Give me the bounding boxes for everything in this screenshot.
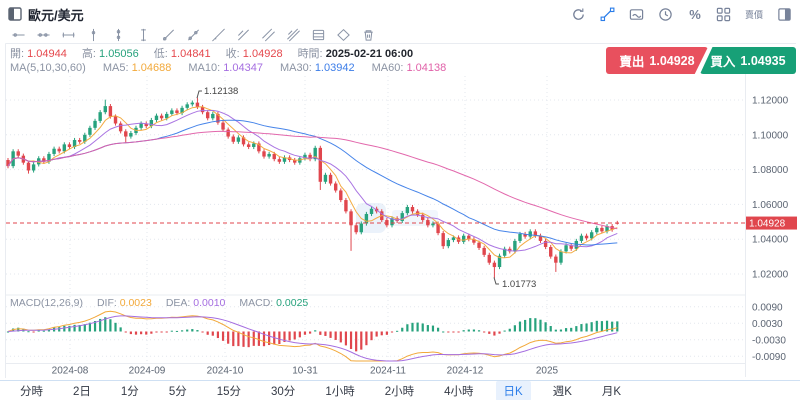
svg-text:1.06000: 1.06000: [752, 200, 789, 211]
eraser-tool-icon[interactable]: [335, 27, 351, 42]
svg-text:1.10000: 1.10000: [752, 130, 789, 141]
page-title: 歐元/美元: [28, 7, 84, 23]
ma-label: MA(5,10,30,60): [10, 62, 86, 74]
extended-line-tool-icon[interactable]: [210, 27, 226, 42]
period-tab-日K[interactable]: 日K: [495, 380, 531, 400]
percent-icon[interactable]: %: [689, 6, 701, 22]
period-tab-5分[interactable]: 5分: [168, 385, 187, 398]
svg-text:2024-11: 2024-11: [370, 366, 406, 377]
svg-text:1.02000: 1.02000: [752, 270, 789, 281]
svg-text:2024-10: 2024-10: [207, 366, 244, 377]
svg-text:2024-08: 2024-08: [52, 366, 89, 377]
svg-text:0.0090: 0.0090: [752, 302, 783, 313]
parallel-channel-tool-icon[interactable]: [285, 27, 301, 42]
ma-ma5: MA5: 1.04688: [102, 62, 172, 74]
period-tab-1小時[interactable]: 1小時: [325, 385, 355, 398]
period-tab-月K[interactable]: 月K: [601, 385, 622, 398]
instrument-icon: [8, 7, 22, 21]
ma-ma10: MA10: 1.04347: [188, 62, 263, 74]
vertical-ray-tool-icon[interactable]: [110, 27, 126, 42]
svg-text:10-31: 10-31: [292, 366, 318, 377]
price-channel-tool-icon[interactable]: [235, 27, 251, 42]
horizontal-segment-tool-icon[interactable]: [60, 27, 76, 42]
svg-text:1.12000: 1.12000: [752, 96, 789, 107]
macd-dea: DEA: 0.0010: [165, 297, 226, 309]
quote-time: 時間: 2025-02-21 06:00: [297, 48, 414, 60]
macd-label: MACD(12,26,9): [10, 297, 83, 309]
clock-icon[interactable]: [658, 6, 674, 22]
screenshot-icon[interactable]: [629, 6, 645, 22]
svg-text:-0.0030: -0.0030: [752, 335, 786, 346]
vertical-line-tool-icon[interactable]: [85, 27, 101, 42]
panel-split-icon[interactable]: [776, 6, 792, 22]
ma-values-bar: MA(5,10,30,60) MA5: 1.04688 MA10: 1.04347 M…: [10, 62, 446, 74]
period-tab-4小時[interactable]: 4小時: [444, 385, 474, 398]
macd-macd: MACD: 0.0025: [239, 297, 309, 309]
fibonacci-grid-tool-icon[interactable]: [310, 27, 326, 42]
svg-text:1.12138: 1.12138: [204, 86, 238, 97]
header-icon-group: % 賣價: [571, 6, 792, 22]
period-tab-bar: 分時 2日 1分 5分 15分 30分 1小時 2小時 4小時 日K 週K 月K: [0, 380, 800, 400]
macd-dif: DIF: 0.0023: [96, 297, 152, 309]
delete-all-tool-icon[interactable]: [360, 27, 376, 42]
svg-text:0.0030: 0.0030: [752, 319, 783, 330]
sell-button[interactable]: 賣出 1.04928: [606, 47, 708, 74]
sell-label: 賣出: [619, 55, 645, 69]
svg-text:1.01773: 1.01773: [502, 279, 536, 290]
horizontal-ray-tool-icon[interactable]: [35, 27, 51, 42]
ohlc-quote-bar: 開: 1.04944 高: 1.05056 低: 1.04841 收: 1.04928…: [10, 45, 413, 61]
buy-button[interactable]: 買入 1.04935: [700, 47, 796, 74]
ma-ma30: MA30: 1.03942: [279, 62, 355, 74]
quote-close: 收: 1.04928: [225, 48, 283, 60]
period-tab-分時[interactable]: 分時: [20, 385, 43, 398]
ray-line-tool-icon[interactable]: [185, 27, 201, 42]
quote-type-toggle[interactable]: 賣價: [744, 9, 763, 20]
svg-text:2025: 2025: [536, 366, 559, 377]
draw-tools-icon[interactable]: [600, 6, 616, 22]
svg-text:1.08000: 1.08000: [752, 165, 789, 176]
header: 歐元/美元 % 賣價: [0, 0, 800, 26]
trade-buttons: 賣出 1.04928 買入 1.04935: [606, 47, 796, 74]
quote-open: 開: 1.04944: [10, 48, 67, 60]
svg-text:1.04928: 1.04928: [749, 219, 786, 230]
svg-text:-0.0090: -0.0090: [752, 352, 786, 363]
macd-values-bar: MACD(12,26,9) DIF: 0.0023 DEA: 0.0010 MACD:…: [10, 297, 308, 309]
parallel-line-tool-icon[interactable]: [260, 27, 276, 42]
period-tab-15分[interactable]: 15分: [216, 385, 242, 398]
period-tab-2日[interactable]: 2日: [73, 385, 91, 398]
quote-low: 低: 1.04841: [153, 48, 211, 60]
period-tab-2小時[interactable]: 2小時: [384, 385, 415, 398]
horizontal-line-tool-icon[interactable]: [10, 27, 26, 42]
buy-price: 1.04935: [740, 53, 786, 68]
period-tab-週K[interactable]: 週K: [552, 385, 572, 398]
svg-text:2024-09: 2024-09: [129, 366, 166, 377]
ma-ma60: MA60: 1.04138: [371, 62, 447, 74]
trend-line-tool-icon[interactable]: [160, 27, 176, 42]
indicator-grid-icon[interactable]: [716, 6, 732, 22]
svg-text:1.04000: 1.04000: [752, 235, 789, 246]
vertical-segment-tool-icon[interactable]: [135, 27, 151, 42]
period-tab-30分[interactable]: 30分: [271, 385, 296, 398]
refresh-icon[interactable]: [571, 6, 587, 22]
sell-price: 1.04928: [649, 53, 695, 68]
svg-text:2024-12: 2024-12: [447, 366, 484, 377]
drawing-toolbar: [10, 27, 376, 42]
period-tab-1分[interactable]: 1分: [120, 385, 139, 398]
quote-high: 高: 1.05056: [81, 48, 139, 60]
buy-label: 買入: [710, 55, 736, 69]
